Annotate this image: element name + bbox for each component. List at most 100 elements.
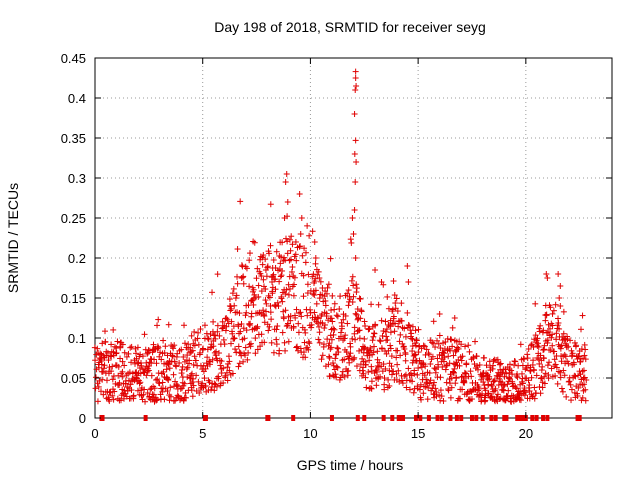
data-point	[109, 392, 116, 399]
data-point	[231, 335, 238, 342]
data-point	[552, 361, 559, 368]
data-point	[431, 379, 438, 386]
data-point	[166, 365, 173, 372]
data-point	[235, 323, 242, 330]
data-point	[351, 324, 358, 331]
data-point	[109, 363, 116, 370]
data-point	[193, 372, 200, 379]
data-point	[304, 312, 311, 319]
data-point	[177, 385, 184, 392]
data-point	[286, 257, 293, 264]
data-point	[356, 335, 363, 342]
data-point	[377, 373, 384, 380]
data-point	[327, 255, 334, 262]
data-point	[284, 250, 291, 257]
data-point	[245, 349, 252, 356]
data-point	[217, 362, 224, 369]
data-point	[384, 293, 391, 300]
data-point	[336, 305, 343, 312]
data-point	[313, 300, 320, 307]
data-point	[192, 357, 199, 364]
data-point	[215, 375, 222, 382]
data-point	[328, 315, 335, 322]
data-point	[347, 343, 354, 350]
data-point	[300, 272, 307, 279]
data-point	[505, 387, 512, 394]
data-point	[530, 357, 537, 364]
data-point	[296, 310, 303, 317]
data-point	[315, 336, 322, 343]
data-point	[299, 252, 306, 259]
data-point	[458, 357, 465, 364]
data-point	[542, 317, 549, 324]
data-point	[424, 396, 431, 403]
data-point	[561, 351, 568, 358]
data-point	[243, 265, 250, 272]
data-point	[247, 320, 254, 327]
data-point	[356, 327, 363, 334]
data-point	[448, 336, 455, 343]
data-point	[531, 395, 538, 402]
data-point	[174, 392, 181, 399]
data-point	[266, 250, 273, 257]
data-point	[545, 375, 552, 382]
data-point	[333, 363, 340, 370]
data-point	[143, 372, 150, 379]
data-point	[448, 384, 455, 391]
data-point	[458, 374, 465, 381]
data-point	[186, 357, 193, 364]
data-point	[496, 361, 503, 368]
data-point	[265, 327, 272, 334]
data-point	[94, 398, 101, 405]
data-point	[101, 362, 108, 369]
data-point	[106, 364, 113, 371]
data-point	[137, 379, 144, 386]
data-point	[267, 302, 274, 309]
data-point	[304, 281, 311, 288]
data-point	[481, 354, 488, 361]
data-point	[331, 326, 338, 333]
data-point	[212, 332, 219, 339]
data-point	[108, 368, 115, 375]
data-point	[379, 345, 386, 352]
data-point	[543, 329, 550, 336]
data-point	[304, 222, 311, 229]
data-point	[340, 316, 347, 323]
data-point	[224, 364, 231, 371]
data-point	[213, 348, 220, 355]
data-point	[230, 285, 237, 292]
data-point	[346, 296, 353, 303]
data-point	[559, 388, 566, 395]
data-point	[155, 344, 162, 351]
data-point	[391, 328, 398, 335]
data-point	[167, 384, 174, 391]
data-point	[279, 329, 286, 336]
data-point	[350, 282, 357, 289]
data-point	[565, 360, 572, 367]
data-point	[105, 357, 112, 364]
data-point	[250, 301, 257, 308]
data-point	[145, 367, 152, 374]
data-point	[253, 275, 260, 282]
data-point	[363, 384, 370, 391]
data-point	[214, 322, 221, 329]
data-point	[346, 359, 353, 366]
data-point	[99, 368, 106, 375]
data-point	[190, 361, 197, 368]
data-point	[201, 375, 208, 382]
data-point	[544, 362, 551, 369]
data-point	[351, 354, 358, 361]
data-point	[184, 374, 191, 381]
data-point	[392, 300, 399, 307]
data-point	[335, 349, 342, 356]
data-point	[512, 384, 519, 391]
data-point	[273, 326, 280, 333]
data-point	[214, 328, 221, 335]
data-point	[548, 334, 555, 341]
data-point	[170, 371, 177, 378]
data-point	[388, 363, 395, 370]
data-point	[282, 347, 289, 354]
data-point	[437, 374, 444, 381]
data-point	[113, 350, 120, 357]
data-point	[218, 370, 225, 377]
